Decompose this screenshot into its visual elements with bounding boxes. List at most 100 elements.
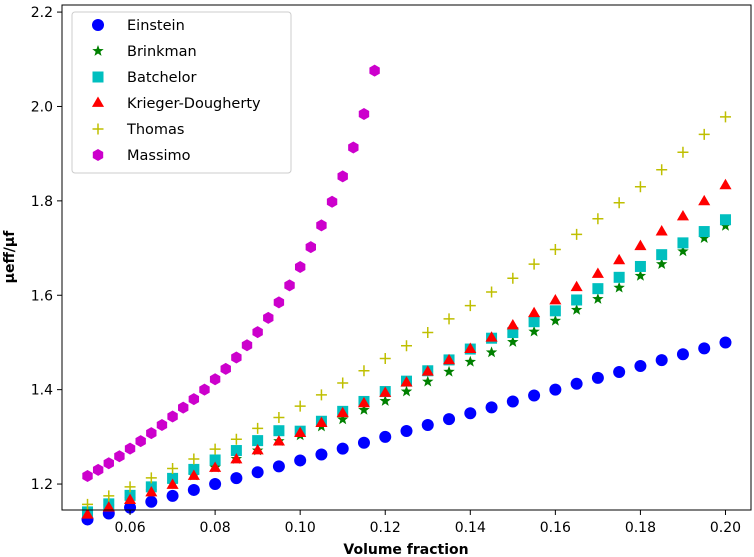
brinkman-point	[485, 346, 498, 358]
krieger-dougherty-point	[655, 225, 668, 236]
massimo-point	[146, 427, 157, 440]
massimo-point	[209, 373, 221, 386]
krieger-dougherty-point	[209, 461, 222, 472]
y-tick-label: 1.4	[31, 383, 53, 399]
batchelor-point	[698, 226, 710, 238]
thomas-point	[656, 164, 668, 176]
batchelor-point	[634, 260, 646, 272]
legend-entry-einstein: Einstein	[92, 18, 185, 34]
batchelor-point	[613, 271, 625, 283]
einstein-point	[294, 454, 307, 467]
batchelor-point	[528, 316, 540, 328]
x-tick-label: 0.12	[370, 520, 401, 536]
brinkman-point	[507, 335, 519, 347]
massimo-point	[178, 401, 189, 414]
thomas-point	[379, 353, 391, 364]
brinkman-point	[379, 394, 391, 406]
legend-marker-batchelor	[92, 71, 104, 83]
massimo-point	[294, 260, 306, 273]
massimo-point	[263, 311, 274, 324]
legend-label: Massimo	[127, 148, 191, 164]
einstein-point	[613, 365, 626, 378]
krieger-dougherty-point	[549, 293, 562, 305]
krieger-dougherty-point	[464, 342, 477, 353]
thomas-point	[677, 146, 689, 158]
massimo-point	[337, 170, 348, 183]
batchelor-point	[273, 425, 285, 437]
massimo-point	[252, 326, 263, 339]
legend-marker-einstein	[92, 19, 104, 31]
krieger-dougherty-point	[570, 280, 583, 292]
krieger-dougherty-point	[719, 178, 732, 190]
brinkman-point	[698, 232, 710, 243]
einstein-point	[698, 342, 711, 355]
legend-marker-krieger-dougherty	[91, 96, 105, 107]
thomas-point	[167, 462, 179, 474]
thomas-point	[698, 128, 710, 140]
krieger-dougherty-point	[81, 508, 94, 519]
krieger-dougherty-point	[166, 478, 179, 489]
massimo-point	[135, 435, 146, 448]
einstein-point	[166, 489, 179, 502]
thomas-point	[486, 286, 498, 298]
massimo-point	[114, 450, 125, 463]
legend-frame	[71, 11, 292, 174]
massimo-point	[124, 442, 136, 455]
einstein-point	[655, 354, 668, 367]
krieger-dougherty-point	[102, 501, 115, 512]
x-tick-label: 0.16	[540, 520, 571, 536]
brinkman-point	[337, 413, 349, 425]
brinkman-point	[677, 245, 689, 257]
einstein-point	[209, 478, 222, 491]
einstein-point	[400, 424, 413, 437]
brinkman-point	[443, 365, 455, 377]
krieger-dougherty-point	[230, 453, 243, 464]
krieger-dougherty-point	[187, 469, 200, 480]
y-tick-label: 1.6	[31, 288, 53, 304]
einstein-point	[336, 442, 349, 455]
legend-entry-batchelor: Batchelor	[92, 70, 197, 86]
brinkman-point	[570, 303, 583, 315]
brinkman-point	[719, 219, 732, 231]
legend: Einstein Brinkman Batchelor Krieger-Dougher…	[71, 11, 292, 174]
einstein-point	[145, 495, 158, 508]
massimo-point	[167, 410, 178, 423]
brinkman-point	[655, 258, 668, 269]
thomas-point	[230, 433, 242, 445]
thomas-point	[443, 313, 455, 325]
brinkman-point	[528, 325, 540, 337]
krieger-dougherty-point	[421, 365, 434, 376]
y-tick-label: 2.0	[31, 99, 53, 115]
plot-frame	[61, 4, 752, 511]
brinkman-point	[613, 281, 625, 293]
legend-marker-massimo	[92, 149, 104, 161]
legend-label: Krieger-Dougherty	[127, 96, 261, 112]
einstein-point	[187, 483, 200, 496]
batchelor-point	[656, 249, 668, 261]
thomas-point	[252, 422, 264, 434]
massimo-point	[241, 339, 253, 352]
massimo-point	[220, 362, 231, 375]
thomas-point	[507, 272, 519, 284]
series-layer	[81, 64, 732, 526]
x-tick-label: 0.10	[285, 520, 316, 536]
brinkman-point	[549, 314, 562, 326]
legend-marker-thomas	[92, 123, 104, 135]
y-axis-title: μeff/μf	[2, 230, 18, 284]
series-thomas	[82, 111, 731, 510]
einstein-point	[272, 460, 285, 473]
x-tick-label: 0.18	[625, 520, 656, 536]
batchelor-point	[719, 214, 731, 226]
krieger-dougherty-point	[676, 209, 689, 221]
massimo-point	[188, 393, 200, 406]
thomas-point	[209, 443, 221, 455]
batchelor-point	[677, 237, 689, 249]
massimo-point	[326, 195, 338, 208]
thomas-point	[337, 377, 349, 389]
massimo-point	[199, 383, 210, 396]
brinkman-point	[358, 403, 370, 415]
legend-label: Brinkman	[127, 44, 197, 60]
series-massimo	[82, 64, 380, 483]
batchelor-point	[549, 305, 561, 317]
